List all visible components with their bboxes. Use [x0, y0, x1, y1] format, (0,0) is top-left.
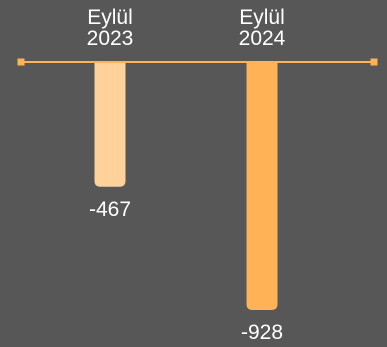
- bar-1: [94, 62, 126, 187]
- category-label-1-line-1: Eylül: [87, 6, 133, 29]
- value-label-1: -467: [89, 198, 131, 221]
- category-label-2-line-2: 2024: [239, 27, 286, 50]
- category-label-2-line-1: Eylül: [239, 6, 285, 29]
- value-label-2: -928: [241, 321, 283, 344]
- axis-marker-left: [17, 58, 25, 66]
- bar-2: [246, 62, 278, 310]
- zero-axis: [17, 58, 378, 66]
- axis-marker-right: [370, 58, 378, 66]
- category-label-1-line-2: 2023: [87, 27, 134, 50]
- bars-layer: [94, 62, 278, 310]
